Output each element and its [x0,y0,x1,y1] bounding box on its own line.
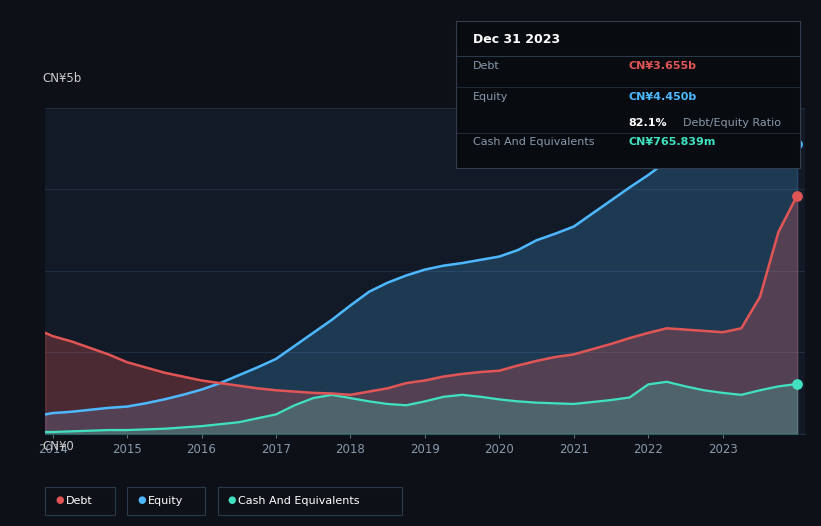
Text: Debt: Debt [473,61,500,71]
Text: CN¥0: CN¥0 [42,440,74,453]
Text: Equity: Equity [473,92,508,102]
Text: ●: ● [55,494,63,505]
Text: ●: ● [227,494,236,505]
Text: 82.1%: 82.1% [628,118,667,128]
Text: Equity: Equity [148,495,183,506]
Text: Cash And Equivalents: Cash And Equivalents [473,137,594,147]
Text: Debt/Equity Ratio: Debt/Equity Ratio [683,118,782,128]
Text: CN¥3.655b: CN¥3.655b [628,61,696,71]
Point [791,380,804,388]
Point [791,139,804,148]
Text: Debt: Debt [66,495,93,506]
Text: Cash And Equivalents: Cash And Equivalents [238,495,360,506]
Text: Dec 31 2023: Dec 31 2023 [473,33,560,46]
Text: ●: ● [137,494,145,505]
Point [791,191,804,200]
Text: CN¥4.450b: CN¥4.450b [628,92,696,102]
Text: CN¥5b: CN¥5b [42,72,81,85]
Text: CN¥765.839m: CN¥765.839m [628,137,715,147]
